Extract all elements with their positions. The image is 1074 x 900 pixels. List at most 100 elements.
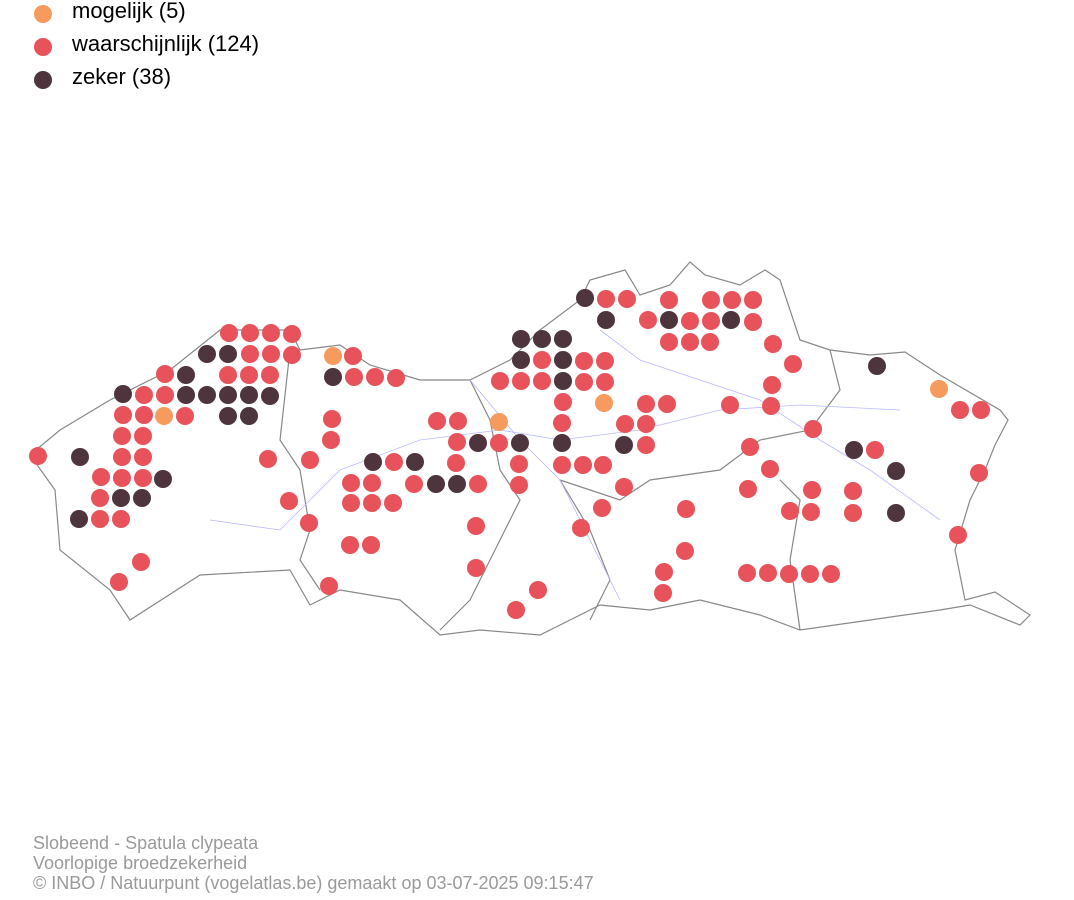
grid-dot [342, 494, 360, 512]
grid-dot [741, 438, 759, 456]
grid-dot [91, 489, 109, 507]
grid-dot [448, 433, 466, 451]
grid-dot [342, 474, 360, 492]
footer-line: Slobeend - Spatula clypeata [33, 833, 259, 853]
grid-dot [322, 431, 340, 449]
grid-dot [283, 325, 301, 343]
grid-dot [177, 366, 195, 384]
grid-dot [241, 324, 259, 342]
grid-dot [655, 563, 673, 581]
grid-dot [593, 499, 611, 517]
grid-dot [113, 448, 131, 466]
grid-dot [301, 451, 319, 469]
grid-dot [324, 368, 342, 386]
legend: mogelijk (5) waarschijnlijk (124) zeker (3… [34, 0, 259, 89]
grid-dot [219, 407, 237, 425]
dots [29, 289, 990, 619]
grid-dot [261, 387, 279, 405]
grid-dot [406, 453, 424, 471]
legend-swatch [34, 71, 52, 89]
grid-dot [618, 290, 636, 308]
grid-dot [469, 434, 487, 452]
grid-dot [887, 462, 905, 480]
grid-dot [554, 372, 572, 390]
grid-dot [362, 536, 380, 554]
grid-dot [70, 510, 88, 528]
grid-dot [866, 441, 884, 459]
grid-dot [512, 372, 530, 390]
grid-dot [744, 291, 762, 309]
grid-dot [553, 434, 571, 452]
grid-dot [507, 601, 525, 619]
grid-dot [597, 290, 615, 308]
grid-dot [512, 330, 530, 348]
grid-dot [427, 475, 445, 493]
grid-dot [134, 427, 152, 445]
grid-dot [113, 469, 131, 487]
grid-dot [198, 345, 216, 363]
grid-dot [198, 386, 216, 404]
grid-dot [220, 324, 238, 342]
grid-dot [363, 474, 381, 492]
grid-dot [341, 536, 359, 554]
grid-dot [637, 436, 655, 454]
grid-dot [597, 311, 615, 329]
river [209, 404, 901, 531]
grid-dot [280, 492, 298, 510]
grid-dot [156, 386, 174, 404]
grid-dot [240, 386, 258, 404]
grid-dot [658, 395, 676, 413]
grid-dot [721, 396, 739, 414]
grid-dot [616, 415, 634, 433]
grid-dot [177, 386, 195, 404]
grid-dot [554, 393, 572, 411]
grid-dot [176, 407, 194, 425]
grid-dot [467, 517, 485, 535]
grid-dot [529, 581, 547, 599]
grid-dot [110, 573, 128, 591]
grid-dot [533, 330, 551, 348]
grid-dot [156, 365, 174, 383]
grid-dot [469, 475, 487, 493]
grid-dot [134, 448, 152, 466]
grid-dot [722, 311, 740, 329]
grid-dot [91, 510, 109, 528]
grid-dot [759, 564, 777, 582]
grid-dot [949, 526, 967, 544]
grid-dot [283, 346, 301, 364]
grid-dot [135, 386, 153, 404]
grid-dot [744, 313, 762, 331]
grid-dot [132, 553, 150, 571]
grid-dot [845, 441, 863, 459]
grid-dot [575, 352, 593, 370]
legend-label: waarschijnlijk (124) [71, 31, 259, 56]
grid-dot [344, 347, 362, 365]
grid-dot [639, 311, 657, 329]
grid-dot [491, 372, 509, 390]
grid-dot [739, 480, 757, 498]
grid-dot [574, 456, 592, 474]
river [599, 329, 941, 521]
grid-dot [29, 447, 47, 465]
grid-dot [553, 456, 571, 474]
grid-dot [512, 351, 530, 369]
grid-dot [660, 333, 678, 351]
grid-dot [363, 494, 381, 512]
grid-dot [533, 351, 551, 369]
grid-dot [596, 352, 614, 370]
grid-dot [761, 460, 779, 478]
grid-dot [490, 413, 508, 431]
grid-dot [702, 291, 720, 309]
grid-dot [219, 386, 237, 404]
region-border [29, 261, 1031, 636]
grid-dot [135, 406, 153, 424]
grid-dot [261, 366, 279, 384]
grid-dot [219, 345, 237, 363]
grid-dot [112, 489, 130, 507]
legend-swatch [34, 5, 52, 23]
legend-label: mogelijk (5) [72, 0, 186, 23]
grid-dot [92, 468, 110, 486]
grid-dot [114, 385, 132, 403]
grid-dot [701, 333, 719, 351]
